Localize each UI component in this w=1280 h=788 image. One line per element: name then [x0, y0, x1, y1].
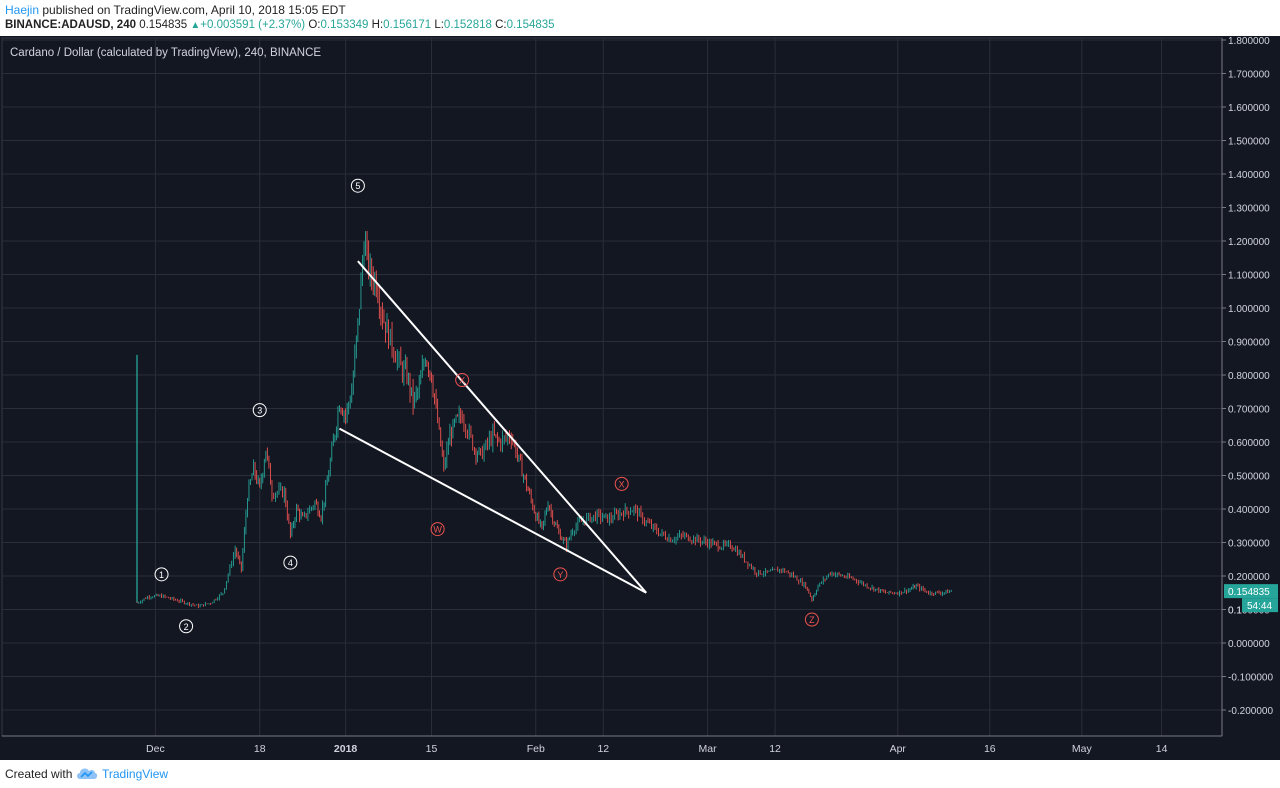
y-tick-label: 0.300000 — [1228, 539, 1270, 550]
wave-label: X — [619, 479, 625, 489]
wave-label: 2 — [184, 622, 189, 632]
x-tick-label: 12 — [769, 743, 781, 755]
y-tick-label: 0.600000 — [1228, 438, 1270, 449]
y-tick-label: -0.100000 — [1228, 673, 1273, 684]
wave-label: Z — [809, 615, 815, 625]
x-tick-label: Feb — [527, 743, 545, 755]
trendline-lower — [338, 427, 647, 594]
y-tick-label: 1.600000 — [1228, 103, 1270, 114]
countdown-badge — [1242, 598, 1278, 613]
wave-label-circle — [430, 522, 445, 537]
wave-label: 3 — [257, 406, 262, 416]
y-tick-label: 1.800000 — [1228, 36, 1270, 47]
tradingview-cloud-icon[interactable] — [76, 764, 98, 782]
up-arrow-icon: ▲ — [190, 20, 201, 31]
y-tick-label: 1.700000 — [1228, 70, 1270, 81]
y-tick-label: 0.800000 — [1228, 371, 1270, 382]
x-tick-label: May — [1072, 743, 1093, 755]
y-tick-label: 1.000000 — [1228, 304, 1270, 315]
x-tick-label: Apr — [890, 743, 907, 755]
high-label: H: — [371, 19, 384, 31]
close-label: C: — [495, 19, 507, 31]
wave-label: 4 — [288, 558, 293, 568]
wave-label-circle — [553, 567, 568, 582]
wave-label-circle — [252, 403, 267, 418]
author-link[interactable]: Haejin — [5, 3, 40, 17]
chart-footer: Created with TradingView — [0, 760, 1280, 788]
x-tick-label: Dec — [146, 743, 165, 755]
last-price: 0.154835 — [139, 19, 188, 31]
x-tick-label: 2018 — [334, 743, 358, 755]
wave-label: W — [433, 525, 442, 535]
y-tick-label: 0.000000 — [1228, 639, 1270, 650]
wave-label: 1 — [159, 570, 164, 580]
wave-label-circle — [614, 476, 629, 491]
y-tick-label: 0.700000 — [1228, 405, 1270, 416]
open-value: 0.153349 — [320, 19, 369, 31]
y-tick-label: 0.200000 — [1228, 572, 1270, 583]
wave-label-circle — [804, 612, 819, 627]
close-value: 0.154835 — [506, 19, 555, 31]
x-tick-label: 18 — [254, 743, 266, 755]
wave-label: 5 — [355, 181, 360, 191]
wave-label-circle — [179, 619, 194, 634]
y-tick-label: 0.400000 — [1228, 505, 1270, 516]
wave-label-circle — [154, 567, 169, 582]
partial-tick-label: 0.1 — [1228, 606, 1242, 617]
wave-label-circle — [283, 555, 298, 570]
wave-label: X — [459, 376, 465, 386]
symbol-label: BINANCE:ADAUSD, 240 — [5, 19, 136, 31]
y-tick-label: 0.500000 — [1228, 472, 1270, 483]
y-tick-label: -0.200000 — [1228, 706, 1273, 717]
y-tick-label: 1.200000 — [1228, 237, 1270, 248]
y-tick-label: 1.500000 — [1228, 137, 1270, 148]
y-tick-label: 1.100000 — [1228, 271, 1270, 282]
countdown-label: 54:44 — [1247, 601, 1272, 612]
wave-label-circle — [350, 178, 365, 193]
tradingview-link[interactable]: TradingView — [102, 767, 169, 781]
chart-header: Haejin published on TradingView.com, Apr… — [0, 0, 1280, 36]
last-price-badge — [1224, 584, 1278, 599]
chart-title: Cardano / Dollar (calculated by TradingV… — [10, 47, 321, 59]
created-with-text: Created with — [5, 767, 73, 781]
y-tick-label: 1.400000 — [1228, 170, 1270, 181]
x-tick-label: 16 — [984, 743, 996, 755]
last-price-label: 0.154835 — [1228, 587, 1270, 598]
ohlc-info: BINANCE:ADAUSD, 240 0.154835 ▲+0.003591 … — [5, 19, 555, 31]
wave-label-circle — [455, 373, 470, 388]
x-tick-label: 12 — [597, 743, 609, 755]
price-change: +0.003591 (+2.37%) — [200, 19, 306, 31]
y-tick-label: 0.900000 — [1228, 338, 1270, 349]
price-chart[interactable]: 1.800000 1.700000 1.600000 1.500000 1.400000… — [0, 36, 1280, 760]
x-tick-label: 14 — [1156, 743, 1168, 755]
low-value: 0.152818 — [443, 19, 492, 31]
wave-label: Y — [557, 570, 563, 580]
trendline-upper — [357, 260, 647, 594]
published-text: published on TradingView.com, April 10, … — [39, 3, 346, 17]
chart-pane[interactable]: 1.800000 1.700000 1.600000 1.500000 1.400000… — [0, 36, 1280, 760]
high-value: 0.156171 — [383, 19, 432, 31]
x-tick-label: Mar — [699, 743, 718, 755]
open-label: O: — [308, 19, 321, 31]
y-tick-label: 1.300000 — [1228, 204, 1270, 215]
publish-info: Haejin published on TradingView.com, Apr… — [5, 3, 346, 17]
x-tick-label: 15 — [426, 743, 438, 755]
low-label: L: — [434, 19, 444, 31]
